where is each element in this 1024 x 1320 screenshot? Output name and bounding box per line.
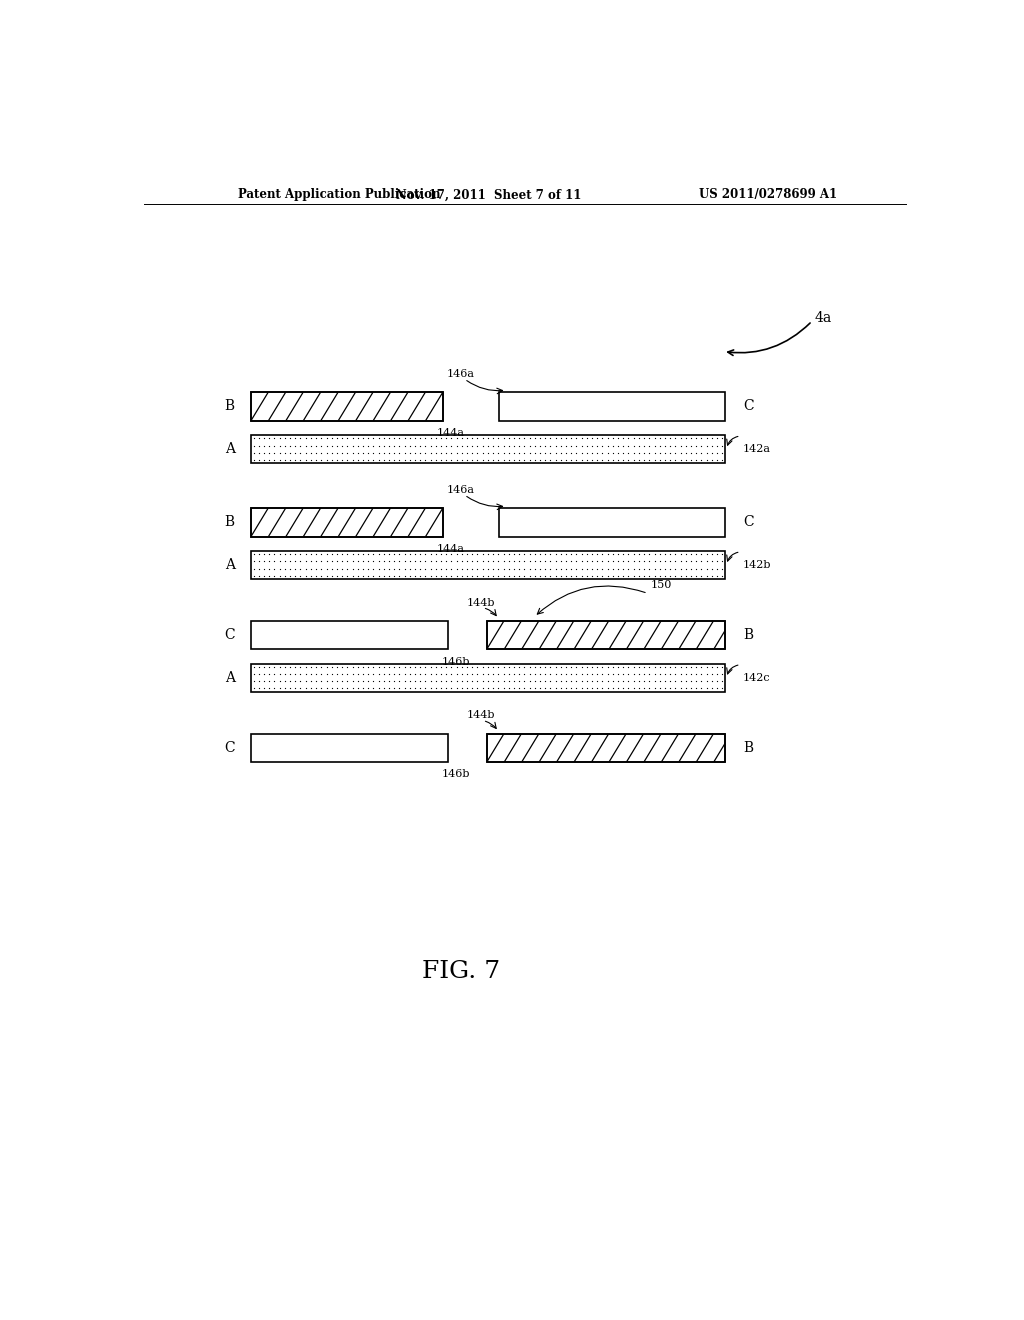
Text: B: B — [743, 628, 754, 642]
Text: Nov. 17, 2011  Sheet 7 of 11: Nov. 17, 2011 Sheet 7 of 11 — [396, 189, 582, 202]
Bar — [499, 392, 725, 421]
Text: 146b: 146b — [441, 770, 470, 779]
Text: B: B — [224, 515, 234, 529]
Bar — [251, 734, 447, 762]
Bar — [486, 620, 725, 649]
Bar — [251, 508, 443, 536]
Text: 144a: 144a — [436, 544, 465, 553]
Bar — [251, 620, 447, 649]
Bar — [251, 392, 443, 421]
Text: FIG. 7: FIG. 7 — [422, 960, 501, 983]
Text: Patent Application Publication: Patent Application Publication — [238, 189, 440, 202]
Text: 142c: 142c — [742, 673, 770, 682]
Text: US 2011/0278699 A1: US 2011/0278699 A1 — [699, 189, 838, 202]
Text: 4a: 4a — [814, 312, 831, 325]
Text: B: B — [743, 741, 754, 755]
Text: C: C — [743, 400, 754, 413]
Text: B: B — [224, 400, 234, 413]
Text: 146a: 146a — [447, 368, 475, 379]
Text: 144b: 144b — [467, 598, 496, 607]
Bar — [251, 392, 443, 421]
Text: 146b: 146b — [441, 656, 470, 667]
Bar — [486, 734, 725, 762]
Text: A: A — [224, 558, 234, 572]
Text: 144b: 144b — [467, 710, 496, 721]
Text: A: A — [224, 671, 234, 685]
Text: 146a: 146a — [447, 484, 475, 495]
Bar — [486, 620, 725, 649]
Bar — [486, 734, 725, 762]
Text: 142b: 142b — [742, 560, 771, 570]
Text: C: C — [743, 515, 754, 529]
Text: 144a: 144a — [436, 428, 465, 438]
Bar — [251, 508, 443, 536]
Bar — [499, 508, 725, 536]
Text: 142a: 142a — [742, 444, 770, 454]
Text: 150: 150 — [650, 581, 672, 590]
Bar — [251, 434, 725, 463]
Bar — [251, 664, 725, 692]
Bar — [251, 392, 443, 421]
Bar — [486, 734, 725, 762]
Bar — [251, 508, 443, 536]
Bar — [251, 550, 725, 579]
Bar — [486, 620, 725, 649]
Text: C: C — [224, 628, 234, 642]
Text: A: A — [224, 442, 234, 457]
Text: C: C — [224, 741, 234, 755]
